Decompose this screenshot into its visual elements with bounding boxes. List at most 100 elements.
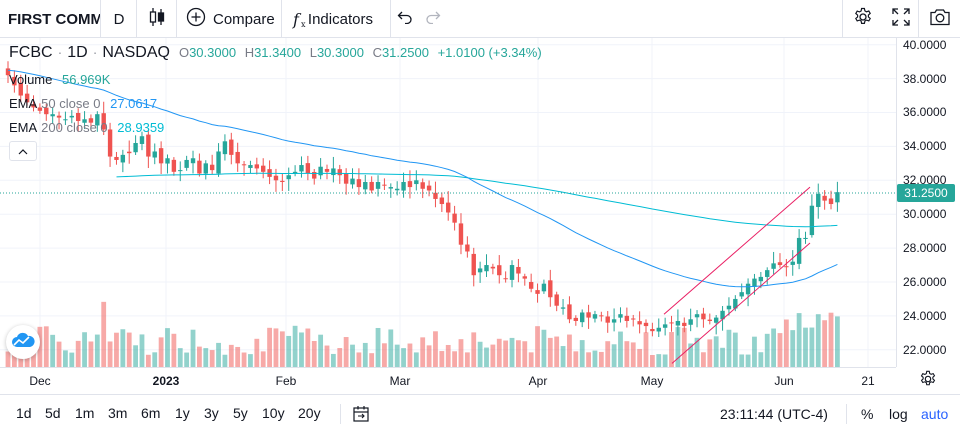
volume-bar xyxy=(82,332,87,367)
tradingview-logo[interactable] xyxy=(6,325,40,359)
candle-body xyxy=(599,315,604,317)
range-button-1d[interactable]: 1d xyxy=(16,405,32,421)
range-button-3m[interactable]: 3m xyxy=(108,405,128,421)
log-scale-toggle[interactable]: log xyxy=(889,406,908,422)
candle-body xyxy=(337,169,342,176)
candle-body xyxy=(401,181,406,191)
range-button-20y[interactable]: 20y xyxy=(298,405,321,421)
range-button-5y[interactable]: 5y xyxy=(233,405,248,421)
volume-bar xyxy=(669,332,674,367)
toolbar-divider xyxy=(281,0,282,38)
volume-bar xyxy=(752,336,757,367)
range-button-1y[interactable]: 1y xyxy=(175,405,190,421)
low-value: 30.3000 xyxy=(316,45,364,60)
candle-body xyxy=(637,321,642,325)
trend-channel[interactable] xyxy=(663,186,811,364)
candle-body xyxy=(446,202,451,213)
volume-bar xyxy=(579,340,585,367)
candle-body xyxy=(101,113,106,130)
range-button-1m[interactable]: 1m xyxy=(75,405,95,421)
interval-button[interactable]: D xyxy=(113,10,125,28)
symbol-search-input[interactable]: FIRST COMM xyxy=(8,10,100,28)
range-button-5d[interactable]: 5d xyxy=(45,405,61,421)
volume-bar xyxy=(452,351,457,367)
fullscreen-icon xyxy=(892,8,910,30)
volume-bar xyxy=(720,347,725,367)
volume-bar xyxy=(790,330,796,367)
compare-button[interactable]: Compare xyxy=(178,0,280,38)
legend-ema-200[interactable]: EMA 200 close 0 28.9359 xyxy=(9,120,164,135)
toolbar-divider xyxy=(390,0,391,38)
price-scale[interactable]: 31.2500 40.0000 38.0000 36.0000 34.0000 32.0… xyxy=(896,38,960,367)
legend-exchange: NASDAQ xyxy=(102,44,170,61)
legend-collapse-button[interactable] xyxy=(9,141,37,161)
candle-body xyxy=(669,322,674,324)
volume-bar xyxy=(541,329,547,367)
candle-body xyxy=(816,193,821,207)
candle-body xyxy=(95,114,100,126)
candle-body xyxy=(165,158,170,164)
time-tick: May xyxy=(640,374,664,388)
volume-bar xyxy=(433,331,438,367)
chart-grid xyxy=(0,38,896,367)
volume-bar xyxy=(464,352,470,367)
auto-scale-toggle[interactable]: auto xyxy=(921,406,949,422)
range-button-6m[interactable]: 6m xyxy=(141,405,161,421)
ema-50-line xyxy=(7,69,838,288)
candle-body xyxy=(18,82,23,96)
legend-ticker[interactable]: FCBC xyxy=(9,44,53,61)
range-button-3y[interactable]: 3y xyxy=(204,405,219,421)
legend-volume[interactable]: Volume 56.969K xyxy=(9,72,110,87)
time-scale[interactable]: Dec 2023 Feb Mar Apr May Jun 21 xyxy=(0,367,896,393)
settings-button[interactable] xyxy=(848,0,878,38)
redo-button[interactable] xyxy=(420,0,446,38)
close-label: C xyxy=(372,45,382,60)
candle-body xyxy=(745,283,751,295)
clock-timezone[interactable]: 23:11:44 (UTC-4) xyxy=(720,406,828,422)
percent-scale-toggle[interactable]: % xyxy=(861,406,874,422)
volume-bar xyxy=(216,342,221,367)
indicator-params: 50 close 0 xyxy=(41,96,101,111)
range-button-10y[interactable]: 10y xyxy=(262,405,285,421)
indicator-name: Volume xyxy=(9,72,53,87)
candle-body xyxy=(490,266,496,269)
go-to-date-button[interactable] xyxy=(352,405,370,428)
time-tick: Mar xyxy=(389,374,411,388)
volume-bar xyxy=(586,352,591,367)
volume-bar xyxy=(165,328,170,367)
volume-bar xyxy=(241,352,247,367)
volume-bar xyxy=(126,332,132,367)
volume-bar xyxy=(305,328,311,367)
candle-body xyxy=(796,237,802,264)
candle-body xyxy=(631,318,636,320)
candle-body xyxy=(107,129,113,157)
legend-ema-50[interactable]: EMA 50 close 0 27.0617 xyxy=(9,96,157,111)
candle-body xyxy=(152,151,157,158)
scale-settings-button[interactable] xyxy=(919,370,937,393)
snapshot-button[interactable] xyxy=(924,0,956,38)
close-value: 31.2500 xyxy=(381,45,429,60)
candle-body xyxy=(241,164,247,166)
undo-button[interactable] xyxy=(392,0,418,38)
candle-body xyxy=(229,139,234,155)
price-tick: 34.0000 xyxy=(903,139,947,154)
volume-bar xyxy=(445,344,451,367)
fullscreen-button[interactable] xyxy=(886,0,916,38)
volume-bar xyxy=(190,329,196,367)
candle-body xyxy=(382,184,387,186)
candle-body xyxy=(707,319,712,321)
time-tick: 21 xyxy=(861,374,875,388)
candle-body xyxy=(484,265,489,272)
price-chart[interactable] xyxy=(0,38,896,367)
candle-body xyxy=(509,265,515,280)
toolbar-divider xyxy=(842,0,843,38)
volume-bar xyxy=(318,334,324,367)
legend-separator: · xyxy=(57,44,63,60)
volume-bar xyxy=(477,341,483,367)
chart-type-button[interactable] xyxy=(138,0,176,38)
volume-bar xyxy=(598,351,604,367)
candle-body xyxy=(146,134,151,157)
candle-body xyxy=(127,151,132,154)
volume-bar xyxy=(707,339,713,367)
